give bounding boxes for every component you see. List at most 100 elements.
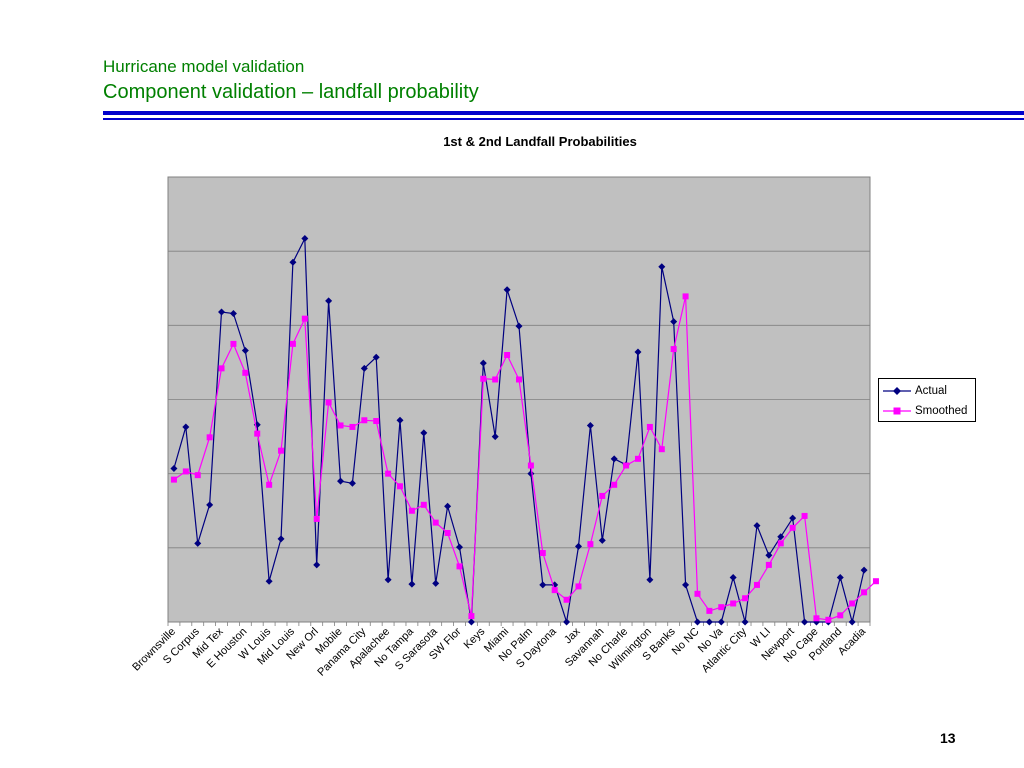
point-smoothed (504, 352, 511, 358)
point-smoothed (646, 423, 653, 430)
point-smoothed (658, 446, 665, 453)
point-actual (610, 455, 618, 463)
point-smoothed (337, 422, 344, 429)
point-actual (848, 618, 856, 626)
point-smoothed (872, 578, 879, 585)
point-actual (717, 618, 725, 626)
point-smoothed (397, 483, 404, 490)
point-actual (182, 423, 190, 431)
point-smoothed (837, 612, 844, 619)
point-actual (598, 536, 606, 544)
point-actual (467, 618, 475, 626)
point-actual (277, 535, 285, 543)
point-smoothed (611, 481, 618, 488)
point-actual (444, 502, 452, 510)
point-actual (765, 551, 773, 559)
point-smoothed (385, 470, 392, 477)
point-smoothed (789, 524, 796, 531)
point-smoothed (206, 434, 213, 441)
point-actual (777, 533, 785, 541)
point-smoothed (587, 541, 594, 548)
slide-subtitle: Hurricane model validation (103, 57, 305, 76)
x-tick-label: No NC (670, 626, 702, 658)
point-smoothed (230, 340, 237, 347)
point-smoothed (313, 515, 320, 522)
point-actual (705, 618, 713, 626)
point-smoothed (765, 561, 772, 568)
point-smoothed (599, 492, 606, 499)
point-smoothed (444, 530, 451, 536)
point-actual (586, 421, 594, 429)
point-smoothed (813, 615, 820, 622)
point-smoothed (194, 472, 201, 479)
point-actual (539, 581, 547, 589)
chart-title: 1st & 2nd Landfall Probabilities (443, 134, 637, 149)
point-smoothed (861, 589, 868, 596)
legend-smoothed-marker-icon (883, 407, 911, 415)
point-smoothed (527, 462, 534, 469)
point-actual (337, 477, 345, 485)
legend-label-actual: Actual (915, 385, 947, 397)
point-actual (479, 359, 487, 367)
point-smoothed (289, 340, 296, 347)
point-actual (741, 618, 749, 626)
point-actual (491, 433, 499, 441)
point-smoothed (349, 423, 356, 430)
legend-actual-marker-icon (883, 387, 911, 395)
point-smoothed (170, 476, 177, 483)
point-smoothed (242, 369, 249, 376)
point-actual (753, 522, 761, 530)
point-smoothed (849, 600, 856, 607)
point-actual (372, 353, 380, 361)
point-smoothed (706, 607, 713, 614)
point-smoothed (777, 540, 784, 547)
point-actual (574, 542, 582, 550)
page-number: 13 (940, 730, 956, 746)
point-smoothed (408, 507, 415, 514)
point-smoothed (551, 587, 558, 594)
point-smoothed (682, 293, 689, 300)
point-smoothed (432, 519, 439, 526)
point-actual (384, 576, 392, 584)
point-smoothed (634, 455, 641, 462)
point-smoothed (468, 613, 475, 620)
series-line-smoothed (173, 296, 877, 621)
point-smoothed (492, 376, 499, 383)
point-smoothed (801, 512, 808, 519)
point-smoothed (694, 590, 701, 597)
point-smoothed (301, 315, 308, 322)
legend-label-smoothed: Smoothed (915, 405, 968, 417)
point-smoothed (420, 501, 427, 508)
title-rule-thin (103, 118, 1024, 120)
point-smoothed (278, 447, 285, 454)
point-actual (396, 416, 404, 424)
point-smoothed (325, 399, 332, 406)
point-actual (658, 263, 666, 271)
point-actual (170, 464, 178, 472)
x-tick-label: Acadia (836, 625, 869, 658)
point-actual (432, 579, 440, 587)
point-smoothed (361, 417, 368, 424)
point-actual (682, 581, 690, 589)
point-smoothed (254, 430, 261, 437)
legend-item-smoothed: Smoothed (883, 403, 967, 419)
point-smoothed (742, 595, 749, 602)
point-actual (801, 618, 809, 626)
point-actual (563, 618, 571, 626)
point-actual (360, 364, 368, 372)
point-actual (634, 348, 642, 356)
point-actual (789, 514, 797, 522)
point-actual (194, 539, 202, 547)
slide-title: Component validation – landfall probabil… (103, 81, 479, 103)
point-actual (218, 308, 226, 316)
point-actual (515, 322, 523, 330)
point-smoothed (825, 616, 832, 623)
point-smoothed (730, 600, 737, 607)
point-actual (229, 309, 237, 317)
point-actual (693, 618, 701, 626)
chart-legend: Actual Smoothed (878, 378, 976, 422)
point-actual (420, 429, 428, 437)
point-actual (729, 574, 737, 581)
point-actual (503, 286, 511, 294)
point-actual (646, 576, 654, 584)
